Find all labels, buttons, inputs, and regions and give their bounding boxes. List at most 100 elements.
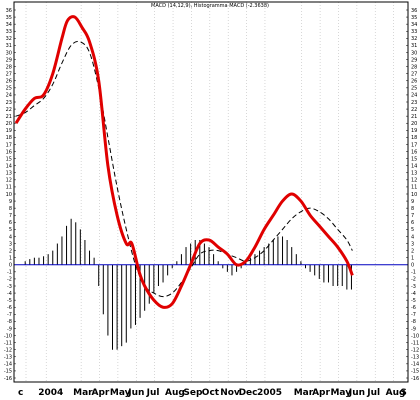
y-tick-left: 33 [6,29,12,35]
y-tick-right: -14 [411,362,419,368]
y-tick-left: 36 [6,8,12,14]
y-tick-right: -5 [411,298,416,304]
x-tick-label: Dec [239,388,258,398]
y-tick-right: -8 [411,319,416,325]
x-tick-label: Sep [183,388,203,398]
x-tick-label: Oct [202,388,220,398]
y-tick-right: -7 [411,312,416,318]
x-tick-label: Jun [348,388,365,398]
y-tick-right: 34 [411,22,417,28]
y-tick-right: -16 [411,376,419,382]
y-tick-left: -12 [4,347,12,353]
y-tick-right: -13 [411,355,419,361]
y-tick-right: 9 [411,199,414,205]
y-tick-right: 26 [411,79,417,85]
y-tick-left: -15 [4,369,12,375]
y-tick-right: 20 [411,121,417,127]
x-tick-label: 2005 [257,388,282,398]
y-tick-left: 2 [9,248,12,254]
y-tick-left: 24 [6,93,12,99]
grid [25,2,394,382]
y-tick-left: 6 [9,220,12,226]
y-tick-right: 12 [411,178,417,184]
x-tick-label: May [330,388,351,398]
y-tick-left: 7 [9,213,12,219]
y-tick-right: 3 [411,241,414,247]
y-tick-right: 13 [411,171,417,177]
y-tick-left: 27 [6,71,12,77]
y-tick-left: 31 [6,43,12,49]
y-tick-left: 13 [6,171,12,177]
y-tick-left: -8 [7,319,12,325]
x-tick-label: May [110,388,131,398]
y-tick-left: 9 [9,199,12,205]
y-tick-left: -9 [7,326,12,332]
macd-line [14,15,354,309]
y-tick-right: 4 [411,234,414,240]
y-tick-right: 5 [411,227,414,233]
y-tick-right: 7 [411,213,414,219]
y-tick-left: 5 [9,227,12,233]
y-tick-left: -2 [7,277,12,283]
y-tick-left: 28 [6,64,12,70]
y-tick-right: 25 [411,86,417,92]
y-tick-left: 4 [9,234,12,240]
y-tick-right: 14 [411,163,417,169]
y-tick-right: 32 [411,36,417,42]
x-tick-label: Aug [386,388,406,398]
y-tick-left: -5 [7,298,12,304]
y-tick-right: 30 [411,50,417,56]
y-tick-right: 21 [411,114,417,120]
y-tick-left: -3 [7,284,12,290]
y-tick-left: 1 [9,255,12,261]
y-tick-left: 14 [6,163,12,169]
y-tick-right: 1 [411,255,414,261]
x-tick-label: S [400,388,406,398]
y-tick-left: 19 [6,128,12,134]
y-tick-left: 23 [6,100,12,106]
y-tick-left: 29 [6,57,12,63]
y-tick-right: -15 [411,369,419,375]
y-tick-left: 8 [9,206,12,212]
y-tick-right: 23 [411,100,417,106]
x-tick-label: Mar [73,388,93,398]
x-tick-label: Jul [146,388,160,398]
y-tick-right: 24 [411,93,417,99]
y-tick-left: 26 [6,79,12,85]
y-tick-left: -6 [7,305,12,311]
y-tick-left: 35 [6,15,12,21]
y-tick-right: 28 [411,64,417,70]
y-tick-left: -7 [7,312,12,318]
y-tick-right: -2 [411,277,416,283]
y-tick-left: -4 [7,291,12,297]
y-tick-left: 0 [9,263,12,269]
y-tick-left: -11 [4,340,12,346]
y-tick-left: 16 [6,149,12,155]
y-tick-right: 8 [411,206,414,212]
y-tick-right: -11 [411,340,419,346]
y-tick-left: 34 [6,22,12,28]
y-tick-left: 30 [6,50,12,56]
y-tick-right: 19 [411,128,417,134]
y-tick-right: 36 [411,8,417,14]
y-tick-left: 25 [6,86,12,92]
y-tick-left: 22 [6,107,12,113]
y-tick-right: -3 [411,284,416,290]
y-axis-right: 3635343332313029282726252423222120191817… [406,8,419,382]
y-tick-right: 10 [411,192,417,198]
y-tick-right: 6 [411,220,414,226]
x-tick-label: 2004 [38,388,63,398]
y-tick-right: 35 [411,15,417,21]
plot-frame [13,1,409,383]
y-tick-left: 3 [9,241,12,247]
x-tick-label: c [18,388,23,398]
x-tick-label: Mar [294,388,314,398]
y-tick-left: 32 [6,36,12,42]
y-tick-left: -14 [4,362,12,368]
y-tick-left: 18 [6,135,12,141]
y-tick-left: -1 [7,270,12,276]
y-tick-right: 15 [411,156,417,162]
histogram-bars [24,218,352,350]
